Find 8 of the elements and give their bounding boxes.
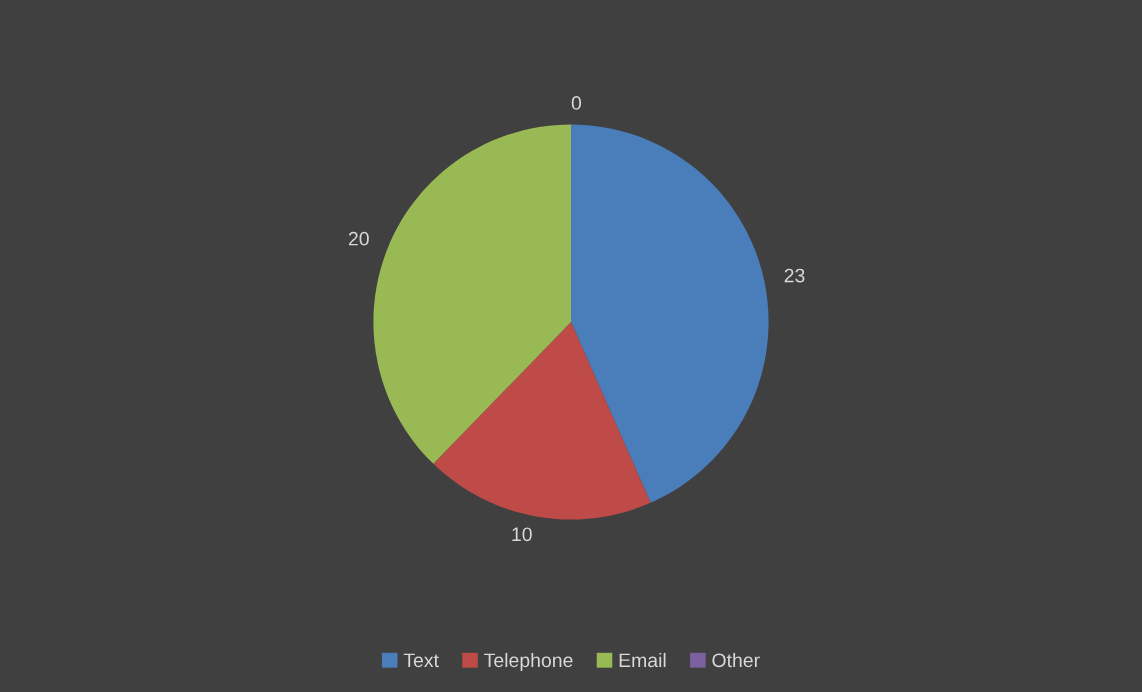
text: 0	[571, 96, 582, 110]
legend-label: Text	[403, 653, 439, 668]
data-label: 20	[348, 231, 369, 246]
data-label: 10	[512, 527, 532, 542]
legend-label: Email	[619, 652, 666, 668]
legend-label: Telephone	[484, 652, 573, 672]
data-label: 23	[784, 268, 805, 283]
legend-label: Other	[712, 652, 760, 668]
